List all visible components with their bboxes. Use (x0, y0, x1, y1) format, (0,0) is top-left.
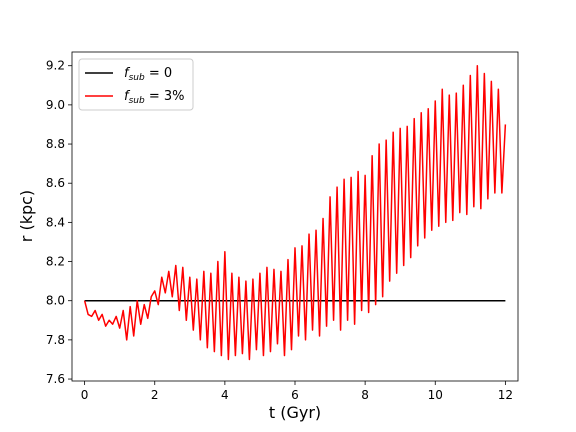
y-tick-label: 8.4 (46, 215, 65, 229)
legend-label-series-0-rest: = 0 (145, 66, 172, 81)
legend: fsub = 0 fsub = 3% (78, 58, 194, 111)
axes-frame (71, 51, 519, 382)
y-tick-label: 9.0 (46, 98, 65, 112)
x-tick-label: 0 (81, 388, 89, 402)
y-tick-label: 7.6 (46, 372, 65, 386)
x-tick-label: 12 (498, 388, 513, 402)
x-tick-label: 2 (151, 388, 159, 402)
y-tick-label: 8.2 (46, 255, 65, 269)
y-tick-label: 8.8 (46, 137, 65, 151)
legend-label-series-0-sub: sub (129, 73, 145, 83)
y-tick-label: 9.2 (46, 59, 65, 73)
x-tick-label: 4 (221, 388, 229, 402)
x-axis-label: t (Gyr) (269, 403, 321, 422)
legend-box (78, 58, 194, 111)
legend-label-series-0: fsub = 0 (124, 66, 172, 83)
tick-layer: 0 2 4 6 8 10 12 7.6 7.8 8.0 8.2 8.4 8.6 8.8 9.0 9.2 (46, 59, 513, 402)
y-tick-label: 8.0 (46, 294, 65, 308)
plot-area (83, 64, 507, 361)
legend-label-series-1: fsub = 3% (124, 89, 184, 106)
x-tick-label: 8 (361, 388, 369, 402)
y-tick-label: 7.8 (46, 333, 65, 347)
y-axis-label: r (kpc) (17, 190, 36, 242)
series-line-1 (83, 64, 507, 361)
legend-label-series-1-sub: sub (129, 96, 145, 106)
legend-label-series-0-base: f (124, 66, 131, 81)
legend-label-series-1-base: f (124, 89, 131, 104)
x-tick-label: 10 (428, 388, 443, 402)
y-tick-label: 8.6 (46, 176, 65, 190)
x-tick-label: 6 (291, 388, 299, 402)
legend-label-series-1-rest: = 3% (145, 89, 185, 104)
